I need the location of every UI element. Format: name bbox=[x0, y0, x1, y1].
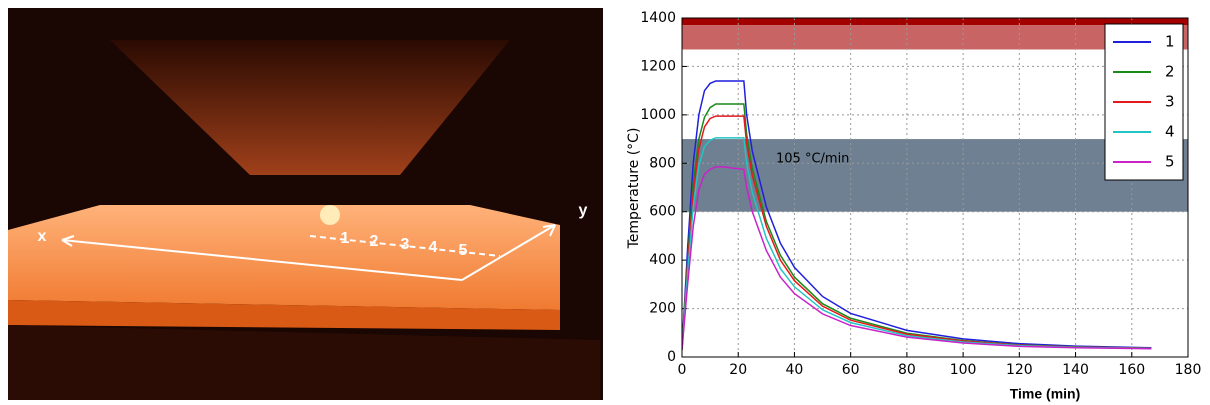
y-tick-label: 600 bbox=[649, 204, 676, 220]
x-tick-label: 180 bbox=[1175, 362, 1202, 378]
y-axis-label: Temperature (°C) bbox=[626, 128, 642, 250]
nozzle bbox=[110, 40, 510, 175]
series-line bbox=[682, 115, 1152, 350]
legend-label: 2 bbox=[1165, 63, 1175, 81]
x-tick-label: 40 bbox=[786, 362, 804, 378]
y-tick-label: 800 bbox=[649, 155, 676, 171]
x-tick-label: 100 bbox=[950, 362, 977, 378]
band bbox=[682, 25, 1188, 50]
x-arrowhead bbox=[61, 235, 75, 247]
x-tick-label: 60 bbox=[842, 362, 860, 378]
photo-label: y bbox=[579, 202, 588, 219]
y-tick-label: 1200 bbox=[640, 58, 676, 74]
x-arrow bbox=[61, 239, 463, 281]
lines bbox=[682, 80, 1152, 350]
y-arrowhead bbox=[542, 224, 556, 237]
x-tick-label: 140 bbox=[1062, 362, 1089, 378]
band bbox=[682, 18, 1188, 26]
y-tick-label: 0 bbox=[667, 349, 676, 365]
annotation: 105 °C/min bbox=[776, 152, 849, 167]
photo: x y 1 2 3 4 5 bbox=[8, 8, 603, 400]
series-line bbox=[682, 166, 1152, 350]
photo-label: 5 bbox=[459, 242, 468, 259]
axes-arrows bbox=[61, 224, 556, 281]
slab bbox=[8, 205, 560, 310]
series-line bbox=[682, 137, 1152, 350]
x-tick-label: 120 bbox=[1006, 362, 1033, 378]
legend-label: 1 bbox=[1165, 33, 1175, 51]
y-arrow bbox=[461, 224, 556, 281]
legend-label: 3 bbox=[1165, 93, 1175, 111]
base bbox=[8, 325, 600, 400]
chart: Temperature (°C) Time (min) 020040060080… bbox=[626, 10, 1201, 402]
y-tick-label: 1400 bbox=[640, 10, 676, 26]
photo-label: 1 bbox=[341, 230, 350, 247]
x-tick-label: 160 bbox=[1118, 362, 1145, 378]
plot-frame bbox=[681, 17, 1189, 358]
photo-label: 4 bbox=[429, 239, 438, 256]
legend-label: 4 bbox=[1165, 123, 1175, 141]
photo-label: 2 bbox=[370, 233, 379, 250]
legend-label: 5 bbox=[1165, 153, 1175, 171]
photo-label: 3 bbox=[401, 236, 410, 253]
series-line bbox=[682, 80, 1152, 350]
y-tick-label: 200 bbox=[649, 301, 676, 317]
scan-line bbox=[309, 235, 501, 257]
slab-edge bbox=[8, 300, 560, 330]
y-tick-label: 400 bbox=[649, 252, 676, 268]
y-tick-label: 1000 bbox=[640, 107, 676, 123]
x-axis-label: Time (min) bbox=[1010, 386, 1081, 402]
band bbox=[682, 139, 1188, 212]
x-tick-label: 0 bbox=[678, 362, 687, 378]
x-tick-label: 20 bbox=[729, 362, 747, 378]
melt-pool bbox=[320, 205, 340, 225]
x-tick-label: 80 bbox=[898, 362, 916, 378]
photo-label: x bbox=[38, 228, 47, 245]
